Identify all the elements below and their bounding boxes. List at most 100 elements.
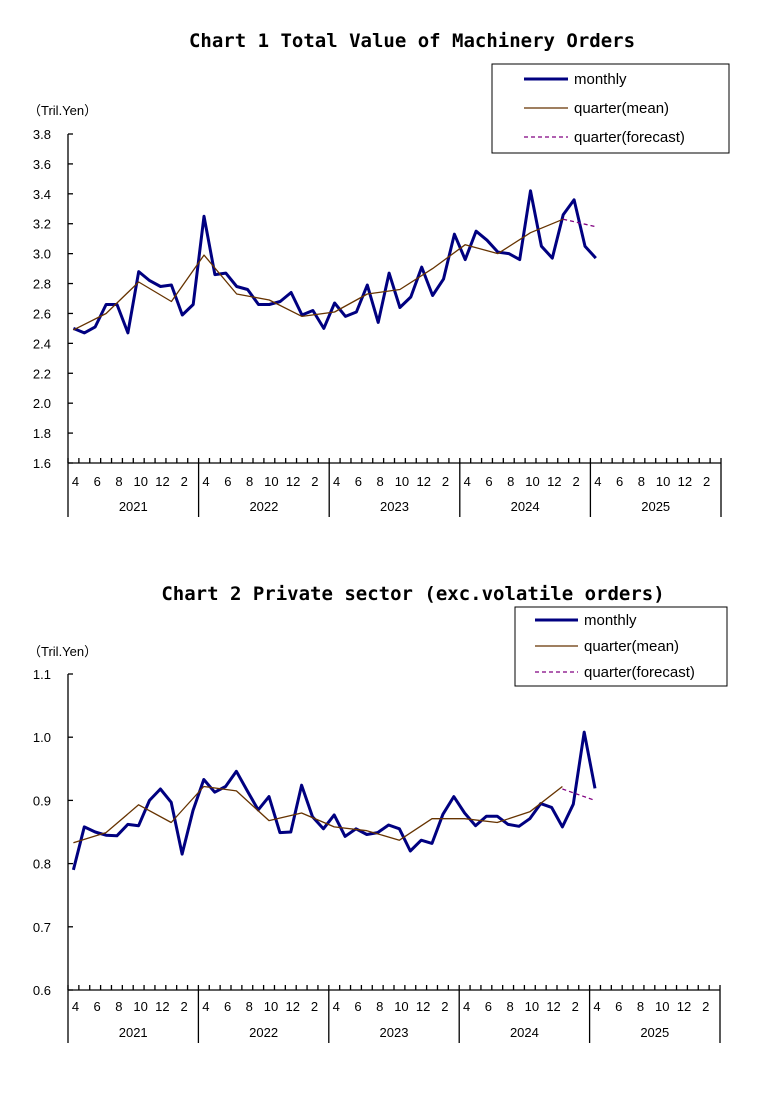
chart-2-year-label: 2025 xyxy=(640,1025,669,1040)
chart-2-x-tick-label: 8 xyxy=(115,999,122,1014)
chart-2-x-tick-label: 10 xyxy=(394,999,408,1014)
chart-1-x-tick-label: 4 xyxy=(594,474,601,489)
chart-1-x-tick-label: 8 xyxy=(377,474,384,489)
chart-1-legend: monthly quarter(mean) quarter(forecast) xyxy=(491,63,730,154)
chart-2-title: Chart 2 Private sector (exc.volatile ord… xyxy=(161,583,664,605)
chart-1-series-monthly-line xyxy=(72,189,597,335)
chart-2-x-tick-label: 10 xyxy=(525,999,539,1014)
chart-2-x-tick-label: 8 xyxy=(246,999,253,1014)
chart-1-x-tick-label: 10 xyxy=(134,474,148,489)
chart-1-x-tick-label: 12 xyxy=(286,474,300,489)
chart-1-x-tick-label: 12 xyxy=(547,474,561,489)
chart-1-x-tick-label: 6 xyxy=(616,474,623,489)
chart-1-x-tick-label: 12 xyxy=(416,474,430,489)
chart-2-x-tick-label: 4 xyxy=(333,999,340,1014)
chart-2-y-tick-label: 1.0 xyxy=(33,730,51,745)
chart-2-x-tick-label: 6 xyxy=(354,999,361,1014)
chart-1-y-tick-label: 3.4 xyxy=(33,187,51,202)
chart-1-year-label: 2021 xyxy=(119,499,148,514)
chart-1-year-label: 2025 xyxy=(641,499,670,514)
chart-2-x-tick-label: 8 xyxy=(376,999,383,1014)
chart-2-x-tick-label: 4 xyxy=(463,999,470,1014)
chart-1-x-tick-label: 10 xyxy=(525,474,539,489)
chart-1-x-tick-label: 4 xyxy=(202,474,209,489)
chart-1-x-tick-label: 6 xyxy=(94,474,101,489)
chart-2-x-tick-label: 12 xyxy=(286,999,300,1014)
chart-2-x-tick-label: 8 xyxy=(637,999,644,1014)
chart-1-x-tick-label: 6 xyxy=(224,474,231,489)
chart-1-x-tick-label: 2 xyxy=(311,474,318,489)
chart-1-x-tick-label: 12 xyxy=(155,474,169,489)
chart-2-y-tick-label: 0.8 xyxy=(33,857,51,872)
chart-1-series-quarter-forecast-line xyxy=(563,218,596,228)
chart-1-x-tick-label: 6 xyxy=(485,474,492,489)
chart-1-series xyxy=(72,189,597,335)
chart-1-axes: 1.61.82.02.22.42.62.83.03.23.43.63.84 6 8 1… xyxy=(33,127,722,517)
chart-2-x-tick-label: 6 xyxy=(485,999,492,1014)
chart-2-x-tick-label: 6 xyxy=(615,999,622,1014)
chart-1-y-tick-label: 2.8 xyxy=(33,277,51,292)
chart-2-legend-monthly: monthly xyxy=(584,612,637,629)
chart-1-y-tick-label: 1.6 xyxy=(33,456,51,471)
chart-2-x-tick-label: 4 xyxy=(72,999,79,1014)
chart-2-series-monthly-line xyxy=(71,730,597,871)
chart-2-x-tick-label: 12 xyxy=(416,999,430,1014)
chart-2-year-label: 2024 xyxy=(510,1025,539,1040)
chart-2-y-tick-label: 1.1 xyxy=(33,667,51,682)
chart-2-series-quarter-mean-line xyxy=(73,785,563,844)
chart-2-y-tick-label: 0.7 xyxy=(33,920,51,935)
chart-2-x-tick-label: 10 xyxy=(655,999,669,1014)
chart-1: Chart 1 Total Value of Machinery Orders … xyxy=(28,30,730,517)
chart-1-legend-quarter-mean: quarter(mean) xyxy=(574,100,669,117)
chart-2-legend-quarter-forecast: quarter(forecast) xyxy=(584,664,695,681)
chart-1-x-tick-label: 10 xyxy=(264,474,278,489)
chart-2-x-tick-label: 2 xyxy=(180,999,187,1014)
chart-2-year-label: 2022 xyxy=(249,1025,278,1040)
chart-1-title: Chart 1 Total Value of Machinery Orders xyxy=(189,30,635,52)
chart-2-x-tick-label: 2 xyxy=(702,999,709,1014)
chart-1-y-tick-label: 3.8 xyxy=(33,127,51,142)
chart-1-y-tick-label: 2.2 xyxy=(33,366,51,381)
chart-1-y-tick-label: 3.2 xyxy=(33,217,51,232)
chart-1-y-tick-label: 3.6 xyxy=(33,157,51,172)
chart-2-year-label: 2023 xyxy=(380,1025,409,1040)
chart-1-y-tick-label: 2.6 xyxy=(33,306,51,321)
chart-2-year-label: 2021 xyxy=(119,1025,148,1040)
chart-2-series xyxy=(71,730,597,871)
chart-1-legend-quarter-forecast: quarter(forecast) xyxy=(574,129,685,146)
chart-1-x-tick-label: 2 xyxy=(703,474,710,489)
chart-2: Chart 2 Private sector (exc.volatile ord… xyxy=(28,583,728,1043)
chart-2-y-tick-label: 0.9 xyxy=(33,793,51,808)
chart-2-x-tick-label: 2 xyxy=(311,999,318,1014)
chart-1-x-tick-label: 4 xyxy=(464,474,471,489)
chart-2-x-tick-label: 12 xyxy=(155,999,169,1014)
chart-1-x-tick-label: 10 xyxy=(656,474,670,489)
chart-1-legend-monthly: monthly xyxy=(574,71,627,88)
chart-1-y-tick-label: 1.8 xyxy=(33,426,51,441)
chart-1-x-tick-label: 2 xyxy=(442,474,449,489)
chart-2-x-tick-label: 6 xyxy=(94,999,101,1014)
chart-2-x-tick-label: 12 xyxy=(677,999,691,1014)
chart-1-x-tick-label: 8 xyxy=(246,474,253,489)
chart-1-x-tick-label: 8 xyxy=(638,474,645,489)
chart-1-y-tick-label: 3.0 xyxy=(33,247,51,262)
chart-1-y-tick-label: 2.0 xyxy=(33,396,51,411)
chart-1-x-tick-label: 4 xyxy=(333,474,340,489)
chart-1-y-tick-label: 2.4 xyxy=(33,336,51,351)
chart-2-legend: monthly quarter(mean) quarter(forecast) xyxy=(514,606,728,687)
chart-2-x-tick-label: 2 xyxy=(441,999,448,1014)
chart-2-unit-label: （Tril.Yen） xyxy=(28,644,97,659)
chart-2-x-tick-label: 4 xyxy=(202,999,209,1014)
chart-2-x-tick-label: 10 xyxy=(133,999,147,1014)
chart-1-unit-label: （Tril.Yen） xyxy=(28,103,97,118)
chart-1-x-tick-label: 8 xyxy=(115,474,122,489)
chart-2-legend-quarter-mean: quarter(mean) xyxy=(584,638,679,655)
chart-1-x-tick-label: 8 xyxy=(507,474,514,489)
chart-2-x-tick-label: 8 xyxy=(506,999,513,1014)
chart-2-series-quarter-forecast-line xyxy=(562,788,596,802)
chart-2-y-tick-label: 0.6 xyxy=(33,983,51,998)
chart-1-x-tick-label: 6 xyxy=(355,474,362,489)
